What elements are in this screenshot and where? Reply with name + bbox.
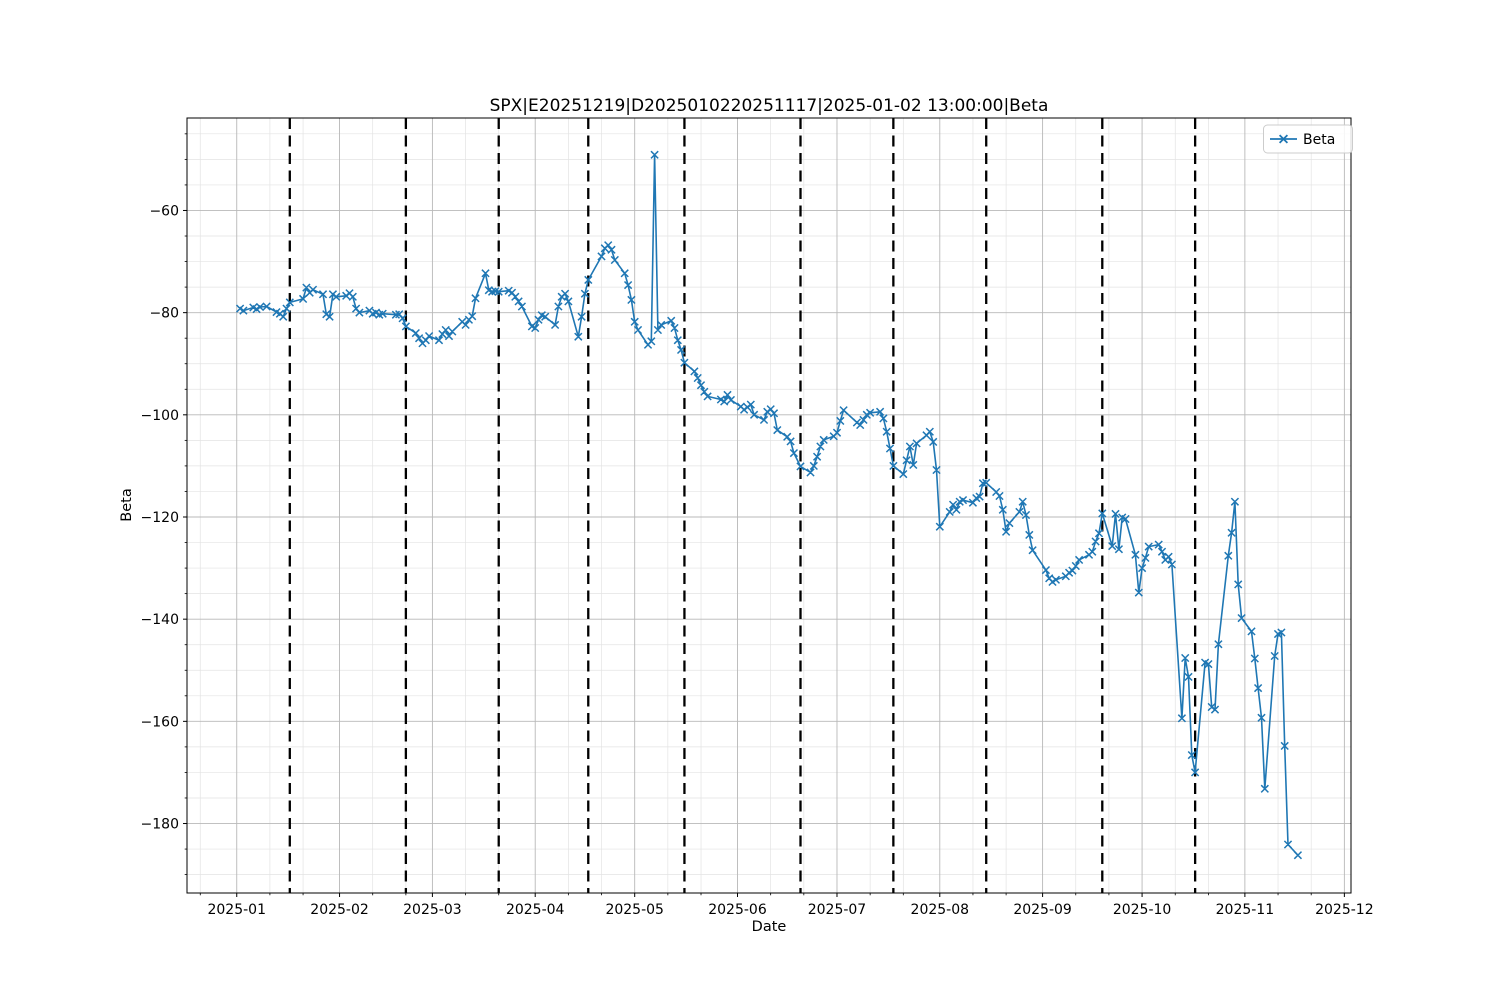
chart-title: SPX|E20251219|D2025010220251117|2025-01-… [490,96,1049,116]
x-tick-label: 2025-06 [708,902,767,918]
legend-label-beta: Beta [1303,132,1335,148]
x-tick-label: 2025-01 [207,902,266,918]
x-markers [235,150,1303,860]
grid-layer [187,118,1351,893]
x-tick-label: 2025-11 [1216,902,1275,918]
legend: Beta [1263,124,1353,154]
x-tick-label: 2025-05 [605,902,664,918]
x-tick-label: 2025-04 [506,902,565,918]
y-axis-label: Beta [119,488,135,521]
x-tick-label: 2025-12 [1315,902,1374,918]
expiry-vlines [288,118,1197,893]
axes-and-ticks: 2025-01 2025-02 2025-03 2025-04 2025-05 2025-… [141,117,1374,918]
plot-border [186,117,1352,894]
y-tick-label: −100 [141,408,179,424]
series-beta [235,150,1303,860]
x-tick-label: 2025-03 [403,902,462,918]
y-tick-label: −80 [149,306,179,322]
y-tick-label: −180 [141,817,179,833]
x-tick-label: 2025-09 [1013,902,1072,918]
y-tick-label: −160 [141,714,179,730]
legend-box [1263,124,1353,154]
beta-line [239,154,1299,856]
y-tick-label: −60 [149,203,179,219]
x-tick-label: 2025-07 [808,902,867,918]
x-tick-label: 2025-02 [310,902,369,918]
legend-x-marker-icon [1278,134,1289,144]
y-tick-label: −140 [141,612,179,628]
y-tick-label: −120 [141,510,179,526]
x-tick-label: 2025-10 [1113,902,1172,918]
x-axis-label: Date [752,919,787,935]
x-tick-label: 2025-08 [911,902,970,918]
